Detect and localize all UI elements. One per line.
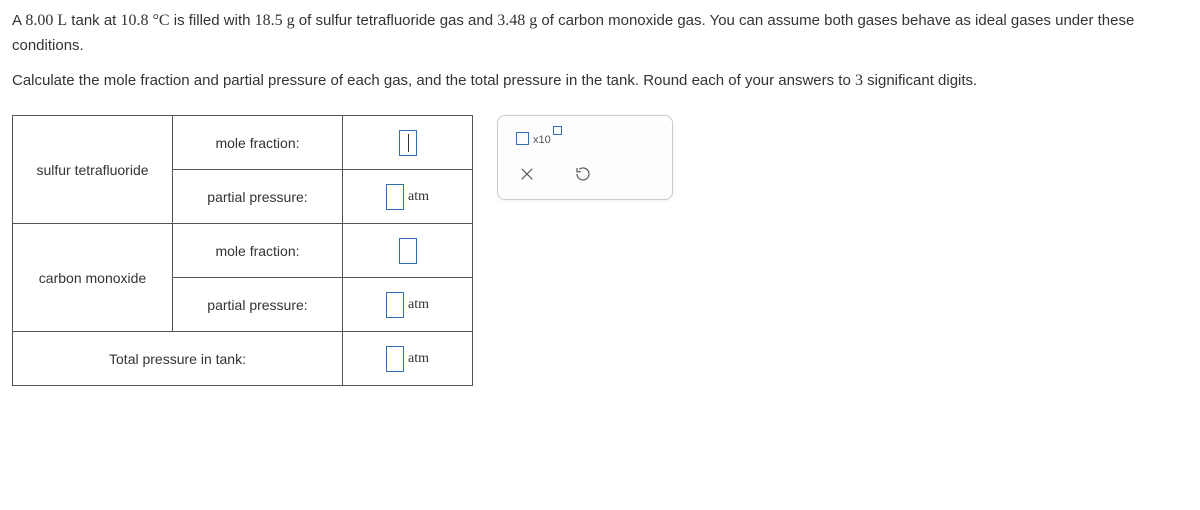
- value-temperature: 10.8 °C: [121, 12, 170, 29]
- problem-statement: A 8.00 L tank at 10.8 °C is filled with …: [12, 8, 1188, 58]
- checkbox-icon: [516, 132, 529, 145]
- gas-label-co: carbon monoxide: [13, 224, 173, 332]
- clear-button[interactable]: [516, 163, 538, 185]
- sci-label: x10: [533, 134, 551, 146]
- value-volume: 8.00 L: [25, 12, 67, 29]
- close-icon: [518, 165, 536, 183]
- input-sf4-partial-pressure[interactable]: [386, 184, 404, 210]
- text-fragment: of sulfur tetrafluoride gas and: [295, 12, 498, 29]
- label-partial-pressure: partial pressure:: [173, 278, 343, 332]
- text-fragment: Calculate the mole fraction and partial …: [12, 72, 855, 89]
- unit-atm: atm: [408, 351, 429, 366]
- answer-table: sulfur tetrafluoride mole fraction: part…: [12, 115, 473, 386]
- gas-label-sf4: sulfur tetrafluoride: [13, 116, 173, 224]
- input-total-pressure[interactable]: [386, 346, 404, 372]
- label-partial-pressure: partial pressure:: [173, 170, 343, 224]
- text-fragment: significant digits.: [863, 72, 977, 89]
- value-sigfigs: 3: [855, 72, 863, 89]
- unit-atm: atm: [408, 189, 429, 204]
- label-mole-fraction: mole fraction:: [173, 116, 343, 170]
- value-mass-sf4: 18.5 g: [255, 12, 295, 29]
- tool-panel: x10: [497, 115, 673, 200]
- input-sf4-mole-fraction[interactable]: [399, 130, 417, 156]
- input-co-mole-fraction[interactable]: [399, 238, 417, 264]
- unit-atm: atm: [408, 297, 429, 312]
- label-mole-fraction: mole fraction:: [173, 224, 343, 278]
- value-mass-co: 3.48 g: [497, 12, 537, 29]
- text-fragment: A: [12, 12, 25, 29]
- label-total-pressure: Total pressure in tank:: [13, 332, 343, 386]
- scientific-notation-button[interactable]: x10: [516, 130, 564, 147]
- exponent-box-icon: [553, 126, 562, 135]
- instruction-text: Calculate the mole fraction and partial …: [12, 68, 1188, 94]
- text-fragment: tank at: [67, 12, 120, 29]
- reset-icon: [574, 165, 592, 183]
- text-fragment: is filled with: [170, 12, 255, 29]
- reset-button[interactable]: [572, 163, 594, 185]
- input-co-partial-pressure[interactable]: [386, 292, 404, 318]
